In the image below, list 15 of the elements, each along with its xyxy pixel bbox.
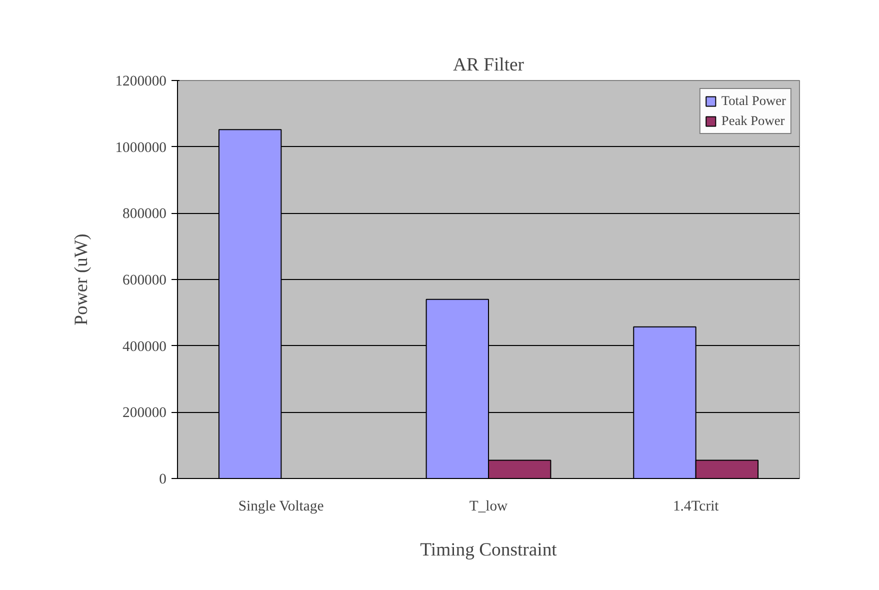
y-axis-title: Power (uW) [71,234,92,326]
y-tick-label: 1200000 [115,74,166,90]
x-tick-label: Single Voltage [238,498,324,514]
y-tick-label: 200000 [122,405,166,422]
x-axis-title: Timing Constraint [420,540,558,560]
legend-label: Total Power [721,93,786,109]
legend-label: Peak Power [721,113,785,129]
x-tick-label: T_low [469,498,508,514]
y-tick-label: 0 [159,472,166,488]
y-tick-label: 400000 [122,338,166,355]
y-tick-label: 800000 [122,206,166,222]
y-tick-label: 1000000 [115,140,166,156]
y-tick-label: 600000 [122,272,166,288]
chart-title: AR Filter [453,54,525,76]
x-tick-label: 1.4Tcrit [672,498,719,514]
